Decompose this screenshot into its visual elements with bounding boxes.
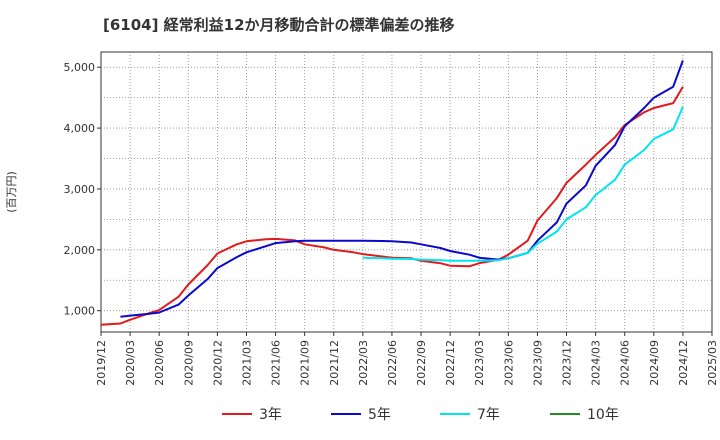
legend-label-0: 3年 bbox=[259, 407, 282, 423]
series-line-1 bbox=[120, 60, 684, 318]
x-tick-label: 2025/03 bbox=[706, 340, 719, 386]
x-axis: 2019/12 2020/03 2020/06 2020/09 2020/12 2021/… bbox=[95, 332, 719, 386]
x-tick-label: 2022/09 bbox=[415, 340, 428, 386]
series-line-2 bbox=[362, 106, 684, 262]
x-tick-label: 2023/03 bbox=[473, 340, 486, 386]
x-tick-label: 2022/03 bbox=[357, 340, 370, 386]
legend-label-3: 10年 bbox=[587, 407, 619, 423]
x-tick-label: 2021/06 bbox=[270, 340, 283, 386]
x-tick-label: 2020/06 bbox=[153, 340, 166, 386]
legend-label-1: 5年 bbox=[368, 407, 391, 423]
x-tick-label: 2021/09 bbox=[299, 340, 312, 386]
x-tick-label: 2024/09 bbox=[648, 340, 661, 386]
y-axis: 1,000 2,000 3,000 4,000 5,000 bbox=[64, 61, 101, 318]
x-tick-label: 2024/03 bbox=[590, 340, 603, 386]
x-tick-label: 2023/09 bbox=[531, 340, 544, 386]
x-tick-label: 2019/12 bbox=[95, 340, 108, 386]
x-tick-label: 2020/03 bbox=[124, 340, 137, 386]
x-tick-label: 2024/06 bbox=[619, 340, 632, 386]
x-tick-label: 2024/12 bbox=[677, 340, 690, 386]
x-tick-label: 2020/09 bbox=[182, 340, 195, 386]
x-tick-label: 2021/03 bbox=[240, 340, 253, 386]
y-tick-label: 5,000 bbox=[64, 61, 96, 74]
x-tick-label: 2022/06 bbox=[386, 340, 399, 386]
series-lines bbox=[100, 60, 684, 326]
y-axis-label: (百万円) bbox=[5, 171, 18, 213]
y-tick-label: 1,000 bbox=[64, 305, 96, 318]
x-tick-label: 2020/12 bbox=[211, 340, 224, 386]
x-tick-label: 2022/12 bbox=[444, 340, 457, 386]
chart-title: [6104] 経常利益12か月移動合計の標準偏差の推移 bbox=[103, 16, 455, 34]
plot-area bbox=[100, 51, 713, 333]
legend-label-2: 7年 bbox=[477, 407, 500, 423]
x-tick-label: 2021/12 bbox=[328, 340, 341, 386]
x-tick-label: 2023/06 bbox=[502, 340, 515, 386]
legend: 3年 5年 7年 10年 bbox=[222, 407, 619, 423]
y-tick-label: 4,000 bbox=[64, 122, 96, 135]
y-tick-label: 3,000 bbox=[64, 183, 96, 196]
y-tick-label: 2,000 bbox=[64, 244, 96, 257]
x-tick-label: 2023/12 bbox=[561, 340, 574, 386]
